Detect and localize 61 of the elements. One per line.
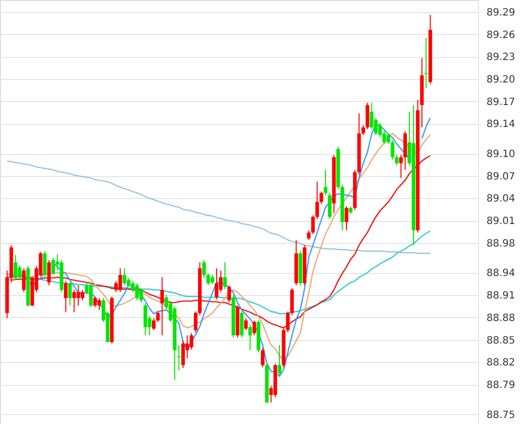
candlestick <box>144 302 148 336</box>
candlestick <box>248 324 252 351</box>
y-tick-label: 89.29 <box>486 7 516 18</box>
candlestick <box>51 257 55 276</box>
candlestick <box>278 344 282 376</box>
candlestick <box>227 284 231 304</box>
y-tick-label: 89.17 <box>486 96 516 108</box>
y-tick-label: 88.82 <box>486 358 516 369</box>
candlestick <box>93 296 97 308</box>
y-tick-label: 89.26 <box>486 30 516 41</box>
y-tick-label: 88.94 <box>486 268 516 280</box>
y-tick-label: 88.75 <box>486 410 516 421</box>
candlestick <box>394 154 399 166</box>
candlestick <box>240 310 244 338</box>
candlestick <box>97 298 102 310</box>
candlestick <box>386 132 390 144</box>
candlestick <box>194 310 198 333</box>
candlestick <box>135 282 139 301</box>
candlestick <box>328 192 332 220</box>
candlestick <box>160 276 164 336</box>
candlestick <box>320 191 324 205</box>
candlestick <box>72 289 76 313</box>
candlestick <box>80 289 84 301</box>
y-tick-label: 88.88 <box>486 312 516 324</box>
candlestick <box>89 282 93 308</box>
candlestick <box>68 282 72 306</box>
y-tick-label: 89.07 <box>486 171 516 182</box>
y-tick-label: 88.85 <box>486 335 516 346</box>
candlestick <box>47 260 51 286</box>
candlestick <box>22 268 26 293</box>
candlestick <box>223 262 227 290</box>
candlestick <box>424 38 428 88</box>
candlestick <box>122 268 126 286</box>
candlestick <box>214 268 218 300</box>
candlestick <box>43 250 47 278</box>
candlestick <box>260 347 264 368</box>
y-tick-label: 89.20 <box>486 74 516 86</box>
candlestick <box>139 288 143 304</box>
candlestick <box>18 264 22 281</box>
candlestick <box>118 268 122 293</box>
candlestick <box>64 280 68 313</box>
candlestick <box>403 130 407 170</box>
y-tick-label: 89.14 <box>486 119 516 130</box>
y-tick-label: 88.91 <box>486 290 516 302</box>
candlestick <box>370 102 374 130</box>
line-series <box>6 160 431 254</box>
candlestick <box>390 140 394 160</box>
candlestick <box>244 318 248 331</box>
candlestick <box>14 254 18 281</box>
y-tick-label: 89.10 <box>486 149 516 160</box>
candlestick <box>324 169 328 196</box>
candlestick <box>177 344 181 371</box>
candlestick <box>252 320 256 336</box>
y-tick-label: 88.98 <box>486 238 516 250</box>
y-tick-label: 89.04 <box>486 194 516 205</box>
y-tick-label: 89.23 <box>486 52 516 64</box>
y-tick-label: 88.79 <box>486 380 516 392</box>
y-tick-label: 89.01 <box>486 216 516 228</box>
candlestick <box>76 284 80 306</box>
candlestick <box>344 206 348 231</box>
candlestick <box>181 340 185 369</box>
